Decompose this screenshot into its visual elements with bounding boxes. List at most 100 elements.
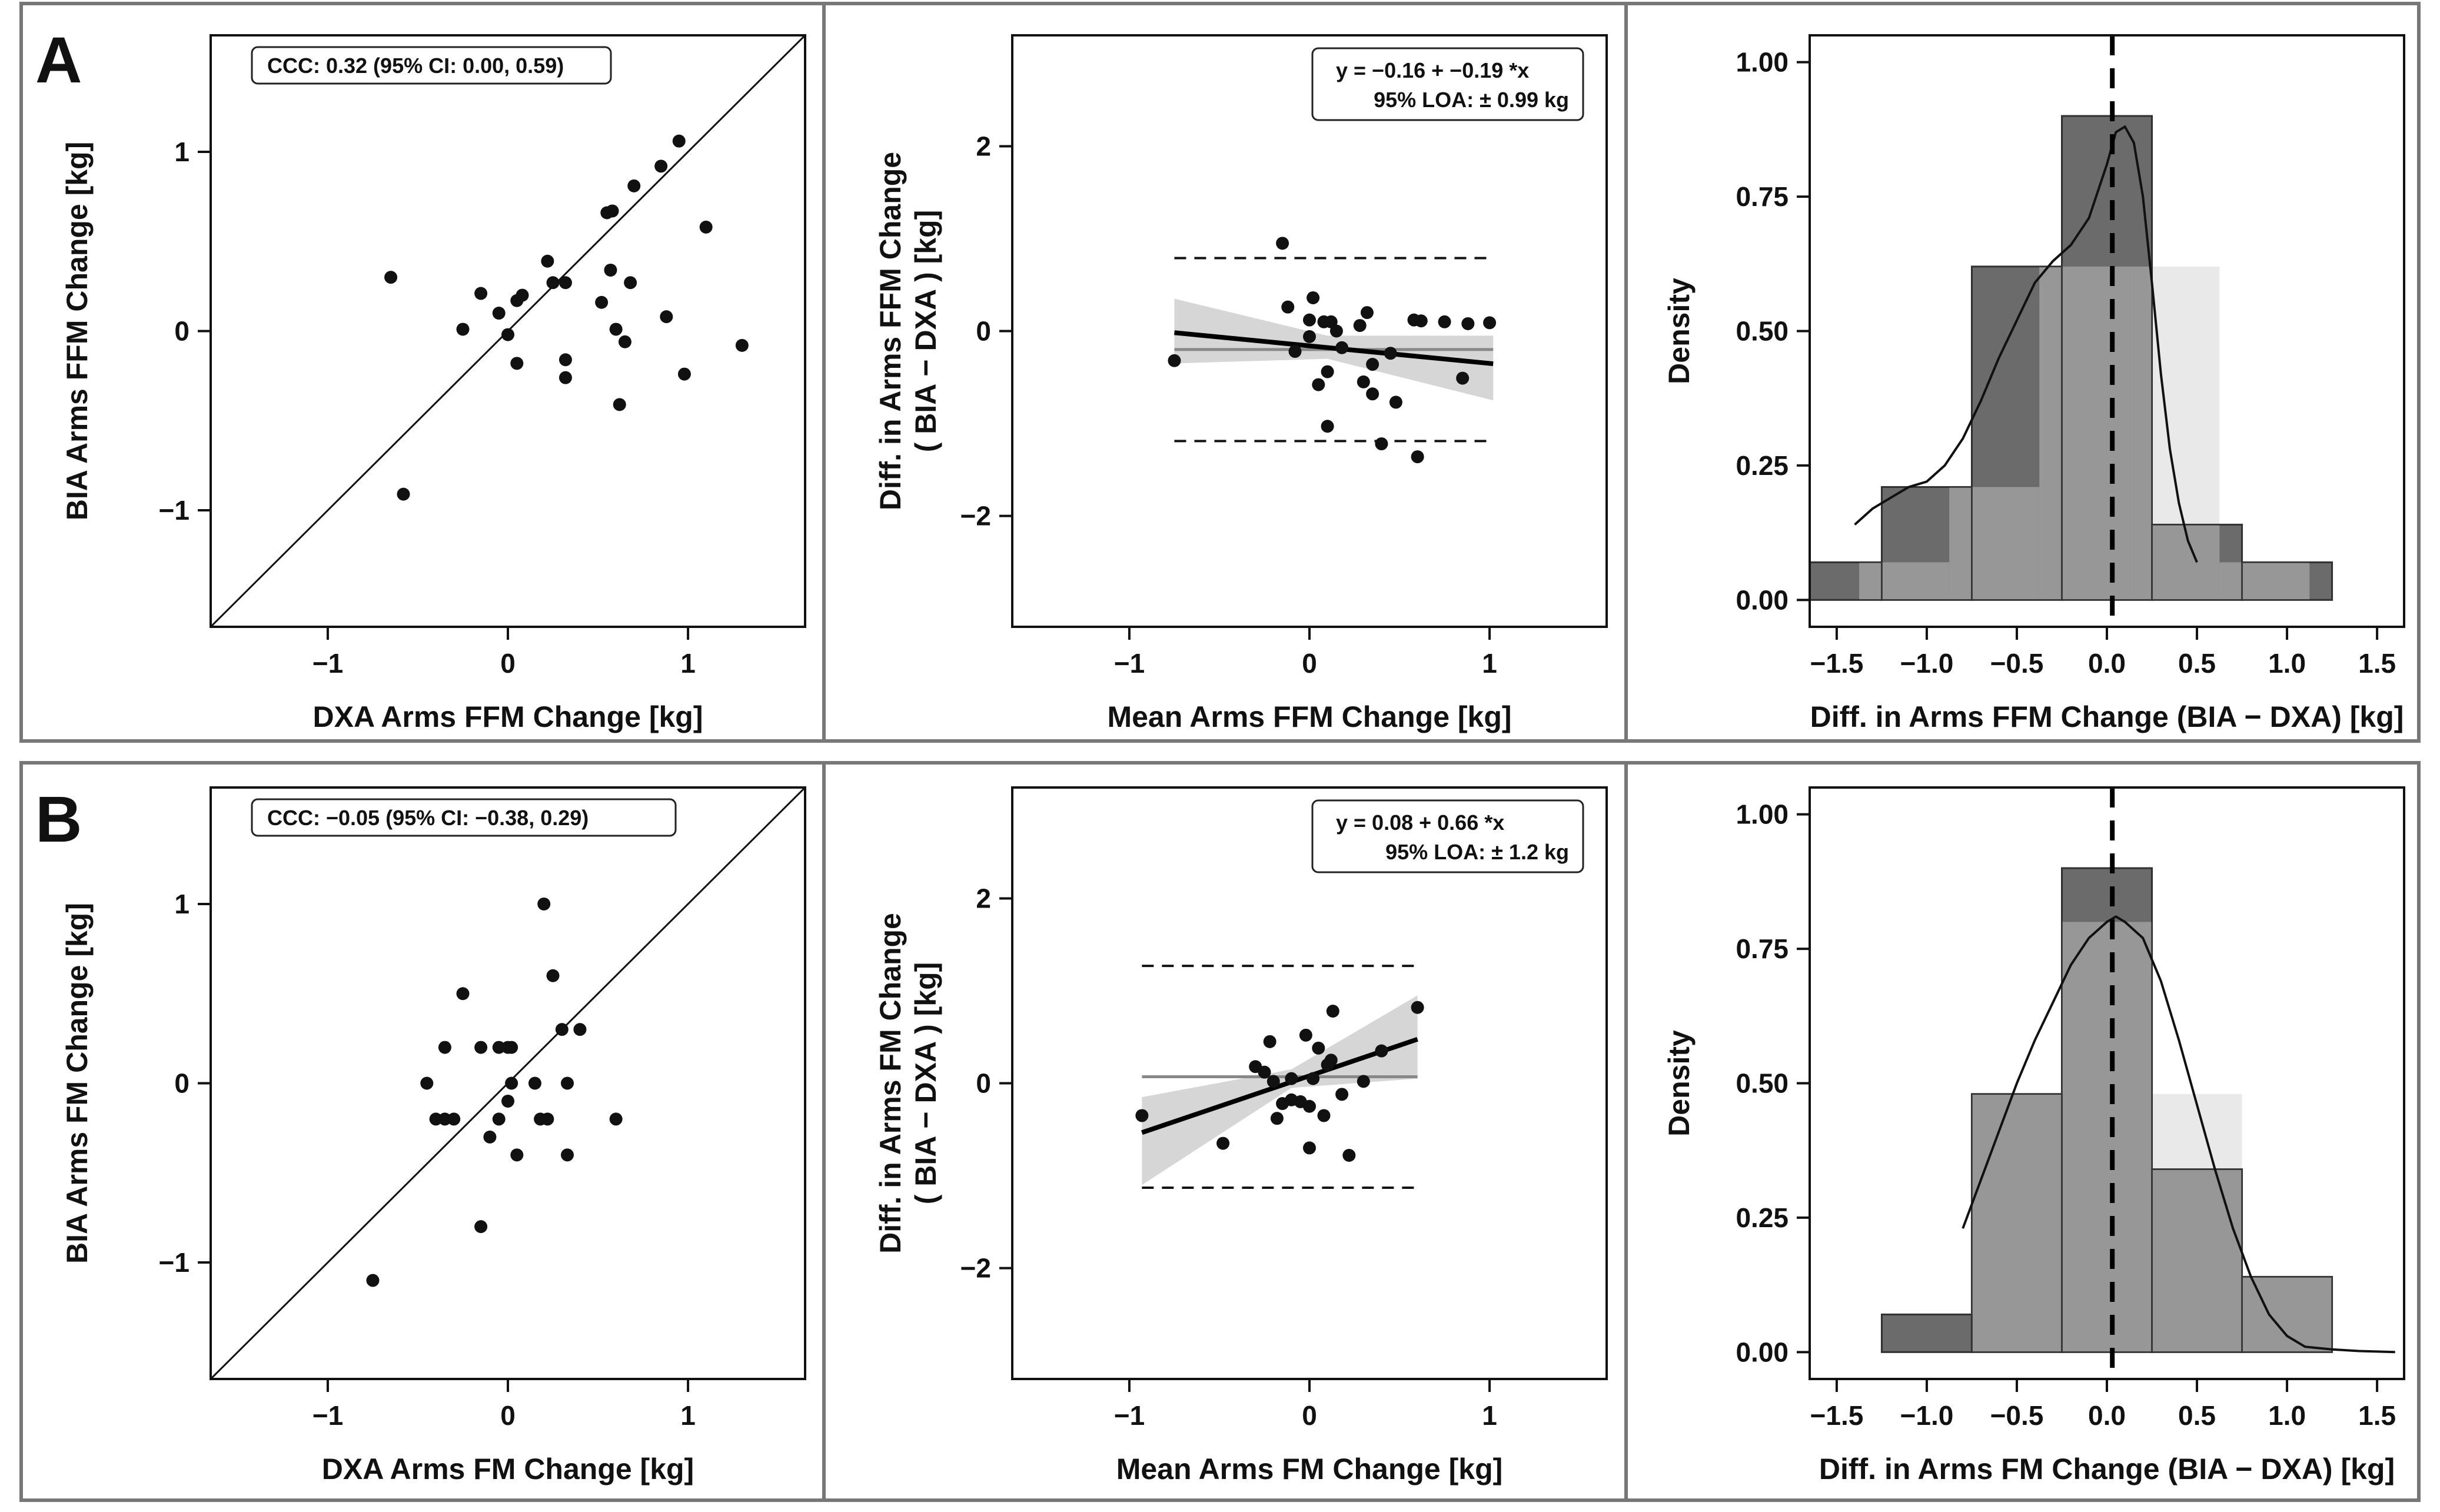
y-tick-label: 0 — [976, 316, 991, 347]
data-point — [618, 335, 631, 348]
data-point — [1270, 1112, 1284, 1125]
ccc-annotation-box — [251, 46, 612, 85]
x-tick-label: 0 — [1302, 1400, 1317, 1431]
overlap-bar — [1949, 487, 1972, 600]
x-axis-label: Diff. in Arms FM Change (BIA − DXA) [kg] — [1819, 1453, 2395, 1486]
data-point — [474, 1041, 488, 1054]
overlap-bar — [1859, 562, 1882, 600]
A-scatter-plot-area — [211, 35, 805, 627]
data-point — [1360, 306, 1374, 320]
data-point — [1389, 396, 1402, 409]
data-point — [1321, 365, 1334, 378]
y-tick-label: −2 — [960, 501, 991, 531]
data-point — [1357, 1075, 1370, 1088]
data-point — [546, 276, 560, 290]
data-point — [420, 1076, 434, 1090]
data-point — [1342, 1148, 1356, 1162]
data-point — [609, 1112, 623, 1126]
data-point — [1312, 1041, 1325, 1055]
data-point — [528, 1076, 541, 1090]
y-tick-label: 0.25 — [1736, 450, 1789, 481]
y-axis-label: Density — [1663, 1030, 1696, 1137]
y-tick-label: 0.25 — [1736, 1202, 1789, 1233]
data-point — [699, 220, 713, 234]
row-b-frame — [19, 761, 2421, 1502]
y-tick-label: 0.50 — [1736, 316, 1789, 347]
data-point — [595, 295, 609, 309]
data-point — [660, 310, 673, 324]
y-tick-label: 0 — [174, 316, 190, 347]
data-point — [516, 288, 529, 302]
B-bland-panel: −1 0 1 −2 0 2 Mean Arms FM Change [kg] Diff. in… — [874, 786, 1608, 1486]
data-point — [559, 353, 572, 367]
x-tick-label: 1.5 — [2358, 648, 2396, 679]
data-point — [510, 1148, 524, 1162]
data-point — [559, 371, 572, 384]
data-point — [438, 1112, 451, 1126]
x-axis-label: Mean Arms FM Change [kg] — [1116, 1453, 1503, 1486]
y-axis-label: Density — [1663, 278, 1696, 384]
x-tick-label: −1.0 — [1900, 1400, 1954, 1431]
data-point — [537, 897, 551, 910]
data-point — [429, 1112, 443, 1126]
x-tick-label: −1 — [313, 648, 343, 679]
x-axis-label: DXA Arms FFM Change [kg] — [313, 700, 703, 733]
x-tick-label: 1.0 — [2268, 1400, 2306, 1431]
data-point — [1303, 1141, 1316, 1155]
x-tick-label: −0.5 — [1990, 1400, 2044, 1431]
regression-equation: y = 0.08 + 0.66 *x — [1336, 810, 1504, 835]
x-tick-label: 1.0 — [2268, 648, 2306, 679]
x-tick-label: 0.0 — [2088, 1400, 2126, 1431]
y-tick-label: 2 — [976, 131, 991, 161]
ccc-annotation-text: CCC: 0.32 (95% CI: 0.00, 0.59) — [267, 54, 564, 78]
histogram-bar-outline — [2061, 115, 2153, 601]
data-point — [1375, 1044, 1388, 1058]
regression-annotation-box — [1311, 799, 1584, 873]
data-point — [1326, 1005, 1339, 1018]
y-tick-label: 1 — [174, 889, 190, 919]
y-axis-label-line1: Diff. in Arms FFM Change — [874, 152, 907, 510]
data-point — [438, 1041, 451, 1054]
data-point — [366, 1274, 380, 1287]
data-point — [1285, 1072, 1298, 1085]
data-point — [654, 159, 668, 173]
data-point — [546, 969, 560, 982]
data-point — [1263, 1035, 1276, 1048]
x-axis-label: Diff. in Arms FFM Change (BIA − DXA) [kg… — [1810, 700, 2404, 733]
data-point — [627, 179, 641, 192]
data-point — [573, 1023, 587, 1036]
histogram-bar-outline — [2061, 867, 2153, 1353]
data-point — [1258, 1065, 1271, 1079]
x-tick-label: 1 — [1482, 648, 1497, 679]
row-b-letter: B — [35, 783, 82, 856]
data-point — [1456, 371, 1470, 385]
A-hist-plot-area — [1810, 115, 2333, 601]
data-point — [606, 204, 619, 218]
data-point — [672, 134, 686, 148]
data-point — [1411, 450, 1424, 464]
overlap-bar — [2062, 922, 2152, 1353]
loa-annotation: 95% LOA: ± 0.99 kg — [1374, 88, 1569, 112]
data-point — [1276, 237, 1289, 250]
ccc-annotation-text: CCC: −0.05 (95% CI: −0.38, 0.29) — [267, 806, 589, 830]
B-bland-plot-area — [1135, 965, 1424, 1189]
regression-annotation-box — [1311, 47, 1584, 121]
data-point — [505, 1041, 518, 1054]
data-point — [474, 1220, 488, 1234]
data-point — [397, 487, 410, 501]
x-tick-label: 1 — [680, 648, 696, 679]
data-point — [510, 357, 524, 370]
overlap-bar — [2219, 562, 2242, 600]
A-hist-panel: −1.5 −1.0 −0.5 0.0 0.5 1.0 1.5 0.00 0.25 0.50 0.75… — [1663, 34, 2405, 733]
data-point — [1288, 345, 1302, 358]
data-point — [483, 1130, 497, 1144]
y-tick-label: −2 — [960, 1253, 991, 1284]
data-point — [561, 1148, 574, 1162]
data-point — [555, 1023, 569, 1036]
x-tick-label: −1.0 — [1900, 648, 1954, 679]
data-point — [1324, 1054, 1338, 1067]
data-point — [384, 271, 398, 284]
x-tick-label: 1 — [680, 1400, 696, 1431]
x-tick-label: −1 — [1114, 1400, 1145, 1431]
